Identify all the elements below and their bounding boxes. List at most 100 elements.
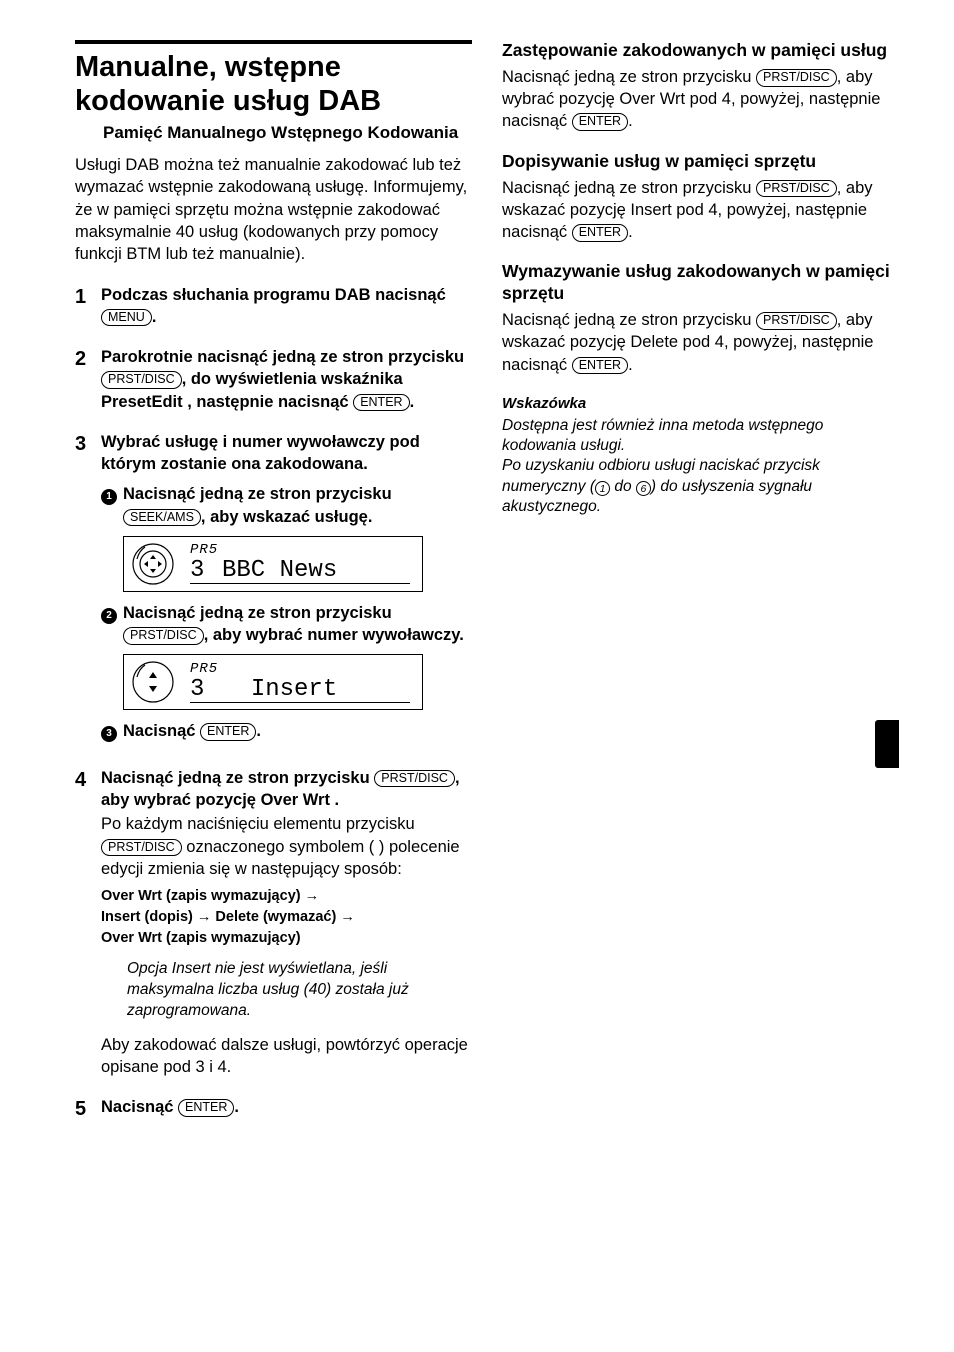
lcd-text: Insert — [251, 676, 337, 703]
repeat-text: Aby zakodować dalsze usługi, powtórzyć o… — [101, 1034, 472, 1079]
step-text: Podczas słuchania programu DAB nacisnąć … — [101, 286, 446, 326]
menu-button-label: MENU — [101, 309, 152, 327]
text: Nacisnąć — [101, 1098, 178, 1116]
lcd-top-text: PR5 — [190, 662, 422, 676]
text: . — [256, 722, 261, 740]
main-title: Manualne, wstępne kodowanie usług DAB — [75, 50, 472, 118]
prst-button-label: PRST/DISC — [101, 371, 182, 389]
text: . — [628, 223, 633, 241]
section-heading: Dopisywanie usług w pamięci sprzętu — [502, 151, 899, 173]
step-text: Parokrotnie nacisnąć jedną ze stron przy… — [101, 348, 464, 411]
section-body: Nacisnąć jedną ze stron przycisku PRST/D… — [502, 177, 899, 244]
text: . — [410, 393, 415, 411]
prst-button-label: PRST/DISC — [101, 839, 182, 857]
step-number: 1 — [75, 284, 101, 329]
lcd-display-1: PR5 3BBC News — [123, 536, 423, 592]
lcd-text: BBC News — [222, 557, 337, 584]
text: Nacisnąć jedną ze stron przycisku — [502, 68, 756, 86]
text: Podczas słuchania programu DAB nacisnąć — [101, 286, 446, 304]
text: Dostępna jest również inna metoda wstępn… — [502, 417, 823, 454]
step-text: Nacisnąć ENTER. — [101, 1098, 239, 1116]
text: . — [234, 1098, 239, 1116]
enter-button-label: ENTER — [353, 394, 409, 412]
tip-heading: Wskazówka — [502, 394, 899, 414]
text: . — [628, 356, 633, 374]
text: Delete (wymazać) — [211, 909, 340, 925]
substep-number-icon: 1 — [101, 489, 117, 505]
prst-button-label: PRST/DISC — [123, 627, 204, 645]
step-number: 5 — [75, 1096, 101, 1120]
text: Nacisnąć jedną ze stron przycisku — [502, 179, 756, 197]
section-heading: Wymazywanie usług zakodowanych w pamięci… — [502, 261, 899, 305]
step-2: 2 Parokrotnie nacisnąć jedną ze stron pr… — [75, 346, 472, 413]
lcd-num: 3 — [190, 559, 222, 583]
arrow-icon: → — [340, 909, 355, 925]
enter-button-label: ENTER — [572, 357, 628, 375]
step-1: 1 Podczas słuchania programu DAB nacisną… — [75, 284, 472, 329]
prst-button-label: PRST/DISC — [756, 312, 837, 330]
left-column: Manualne, wstępne kodowanie usług DAB Pa… — [75, 40, 472, 1120]
substep-3: 3 Nacisnąć ENTER. — [101, 720, 472, 742]
lcd-top-text: PR5 — [190, 543, 422, 557]
text: Nacisnąć jedną ze stron przycisku — [123, 604, 392, 622]
enter-button-label: ENTER — [572, 113, 628, 131]
page: Manualne, wstępne kodowanie usług DAB Pa… — [75, 40, 899, 1120]
substep-text: Nacisnąć jedną ze stron przycisku PRST/D… — [123, 602, 472, 647]
step-5: 5 Nacisnąć ENTER. — [75, 1096, 472, 1120]
arrow-icon: → — [197, 909, 212, 925]
lcd-bottom-text: 3BBC News — [190, 559, 410, 584]
insert-note: Opcja Insert nie jest wyświetlana, jeśli… — [101, 959, 472, 1022]
section-body: Nacisnąć jedną ze stron przycisku PRST/D… — [502, 66, 899, 133]
prst-button-label: PRST/DISC — [374, 770, 455, 788]
text: Over Wrt (zapis wymazujący) — [101, 930, 301, 946]
title-rule — [75, 40, 472, 44]
text: Over Wrt (zapis wymazujący) — [101, 888, 305, 904]
substep-text: Nacisnąć jedną ze stron przycisku SEEK/A… — [123, 483, 472, 528]
intro-paragraph: Usługi DAB można też manualnie zakodować… — [75, 154, 472, 265]
section-heading: Zastępowanie zakodowanych w pamięci usłu… — [502, 40, 899, 62]
lcd-bottom-text: 3 Insert — [190, 678, 410, 703]
text: Nacisnąć jedną ze stron przycisku — [101, 769, 374, 787]
text: Po każdym naciśnięciu elementu przycisku — [101, 815, 415, 833]
text: , aby wybrać numer wywoławczy. — [204, 626, 464, 644]
step-text: Nacisnąć jedną ze stron przycisku PRST/D… — [101, 767, 472, 812]
text: . — [152, 308, 157, 326]
text: Nacisnąć — [123, 722, 200, 740]
step-3: 3 Wybrać usługę i numer wywoławczy pod k… — [75, 431, 472, 749]
right-column: Zastępowanie zakodowanych w pamięci usłu… — [502, 40, 899, 1120]
substep-text: Nacisnąć ENTER. — [123, 720, 472, 742]
enter-button-label: ENTER — [572, 224, 628, 242]
step-4: 4 Nacisnąć jedną ze stron przycisku PRST… — [75, 767, 472, 1079]
subtitle: Pamięć Manualnego Wstępnego Kodowania — [75, 122, 472, 144]
lcd-num: 3 — [190, 678, 222, 702]
tip-body: Dostępna jest również inna metoda wstępn… — [502, 416, 899, 517]
text: Parokrotnie nacisnąć jedną ze stron przy… — [101, 348, 464, 366]
section-body: Nacisnąć jedną ze stron przycisku PRST/D… — [502, 309, 899, 376]
step-number: 4 — [75, 767, 101, 1079]
substep-number-icon: 2 — [101, 608, 117, 624]
step-number: 2 — [75, 346, 101, 413]
text: do — [610, 478, 636, 495]
arrow-icon: → — [305, 888, 320, 904]
dpad-icon — [124, 537, 184, 591]
prst-button-label: PRST/DISC — [756, 69, 837, 87]
lcd-display-2: PR5 3 Insert — [123, 654, 423, 710]
text: Nacisnąć jedną ze stron przycisku — [123, 485, 392, 503]
text: Insert (dopis) — [101, 909, 197, 925]
text: , aby wskazać usługę. — [201, 508, 373, 526]
enter-button-label: ENTER — [178, 1099, 234, 1117]
seek-button-label: SEEK/AMS — [123, 509, 201, 527]
number-6-icon: 6 — [636, 481, 651, 496]
prst-button-label: PRST/DISC — [756, 180, 837, 198]
number-1-icon: 1 — [595, 481, 610, 496]
updown-icon — [124, 655, 184, 709]
step-number: 3 — [75, 431, 101, 749]
two-column-layout: Manualne, wstępne kodowanie usług DAB Pa… — [75, 40, 899, 1120]
side-tab-marker — [875, 720, 899, 768]
substep-2: 2 Nacisnąć jedną ze stron przycisku PRST… — [101, 602, 472, 647]
step-text: Wybrać usługę i numer wywoławczy pod któ… — [101, 431, 472, 476]
substep-1: 1 Nacisnąć jedną ze stron przycisku SEEK… — [101, 483, 472, 528]
step-body: Po każdym naciśnięciu elementu przycisku… — [101, 813, 472, 880]
text: Nacisnąć jedną ze stron przycisku — [502, 311, 756, 329]
enter-button-label: ENTER — [200, 723, 256, 741]
